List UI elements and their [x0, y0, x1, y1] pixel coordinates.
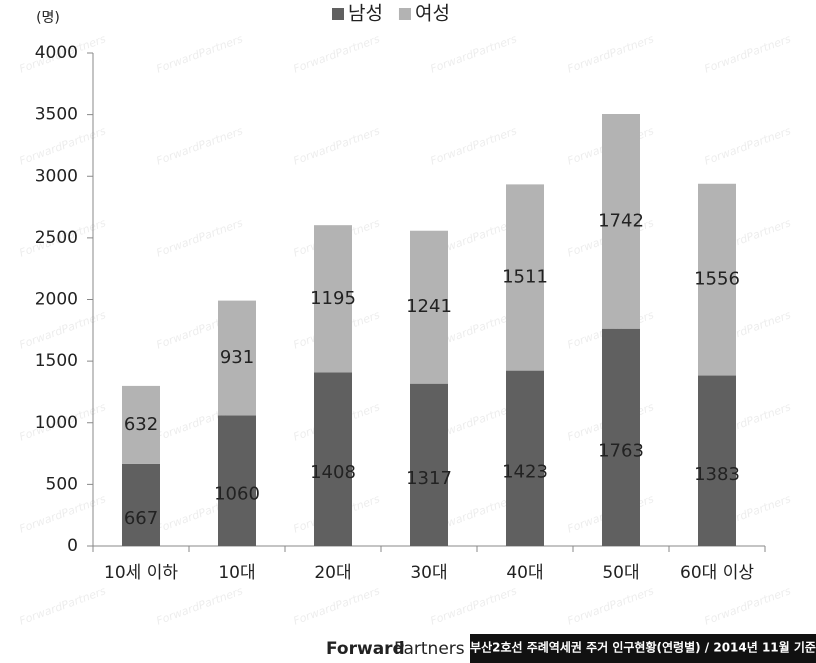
legend-swatch: [398, 8, 411, 20]
footer-caption: 부산2호선 주례역세권 주거 인구현황(연령별) / 2014년 11월 기준: [470, 640, 816, 655]
watermark: ForwardPartners: [18, 492, 108, 535]
y-tick-label: 1000: [35, 413, 78, 433]
bar-segment: [410, 383, 448, 546]
watermark: ForwardPartners: [703, 584, 793, 627]
bar-segment: [122, 385, 160, 464]
watermark: ForwardPartners: [292, 124, 382, 167]
legend-label: 남성: [348, 3, 383, 25]
bar-segment: [602, 114, 640, 329]
value-label: 1423: [502, 461, 548, 482]
bar-segment: [698, 183, 736, 376]
value-label: 1060: [214, 484, 260, 505]
watermark: ForwardPartners: [429, 584, 519, 627]
value-label: 1383: [694, 464, 740, 485]
x-tick-label: 50대: [602, 563, 639, 583]
y-tick-label: 2000: [35, 290, 78, 310]
y-tick-label: 2500: [35, 228, 78, 248]
logo-light: Partners: [394, 639, 465, 659]
value-label: 1763: [598, 440, 644, 461]
watermark: ForwardPartners: [429, 32, 519, 75]
legend-swatch: [332, 8, 344, 20]
watermark: ForwardPartners: [155, 584, 245, 627]
y-tick-label: 1500: [35, 351, 78, 371]
bar-segment: [506, 370, 544, 546]
watermark: ForwardPartners: [292, 32, 382, 75]
bar-segment: [122, 463, 160, 546]
bar-segment: [506, 184, 544, 371]
watermark: ForwardPartners: [155, 32, 245, 75]
watermark: ForwardPartners: [429, 124, 519, 167]
watermark: ForwardPartners: [18, 308, 108, 351]
value-label: 632: [124, 414, 158, 435]
value-label: 1511: [502, 266, 548, 287]
value-label: 1195: [310, 288, 356, 309]
watermark: ForwardPartners: [155, 124, 245, 167]
x-tick-label: 60대 이상: [680, 563, 754, 583]
watermark: ForwardPartners: [155, 216, 245, 259]
legend-label: 여성: [415, 3, 450, 25]
watermark: ForwardPartners: [566, 584, 656, 627]
value-label: 1742: [598, 210, 644, 231]
watermark: ForwardPartners: [703, 124, 793, 167]
watermark: ForwardPartners: [292, 584, 382, 627]
x-tick-label: 10세 이하: [104, 563, 178, 583]
x-tick-label: 20대: [314, 563, 351, 583]
x-tick-label: 40대: [506, 563, 543, 583]
y-tick-label: 3500: [35, 105, 78, 125]
bar-segment: [314, 225, 352, 373]
bar-segment: [602, 328, 640, 546]
bar-segment: [218, 300, 256, 416]
bar-segment: [218, 415, 256, 546]
y-unit-label: (명): [36, 10, 60, 26]
value-label: 1241: [406, 296, 452, 317]
x-tick-label: 10대: [218, 563, 255, 583]
footer-band: [470, 634, 816, 663]
value-label: 1408: [310, 462, 356, 483]
y-tick-label: 0: [67, 536, 78, 556]
value-label: 1556: [694, 269, 740, 290]
watermark: ForwardPartners: [566, 32, 656, 75]
watermark: ForwardPartners: [703, 32, 793, 75]
bar-segment: [410, 230, 448, 384]
y-tick-label: 4000: [35, 43, 78, 63]
bar-segment: [698, 375, 736, 546]
watermark: ForwardPartners: [18, 124, 108, 167]
y-tick-label: 500: [46, 474, 78, 494]
x-tick-label: 30대: [410, 563, 447, 583]
watermark: ForwardPartners: [18, 584, 108, 627]
bar-segment: [314, 372, 352, 546]
y-tick-label: 3000: [35, 166, 78, 186]
value-label: 1317: [406, 468, 452, 489]
logo-bold: Forward: [326, 639, 405, 659]
value-label: 931: [220, 347, 254, 368]
value-label: 667: [124, 508, 158, 529]
